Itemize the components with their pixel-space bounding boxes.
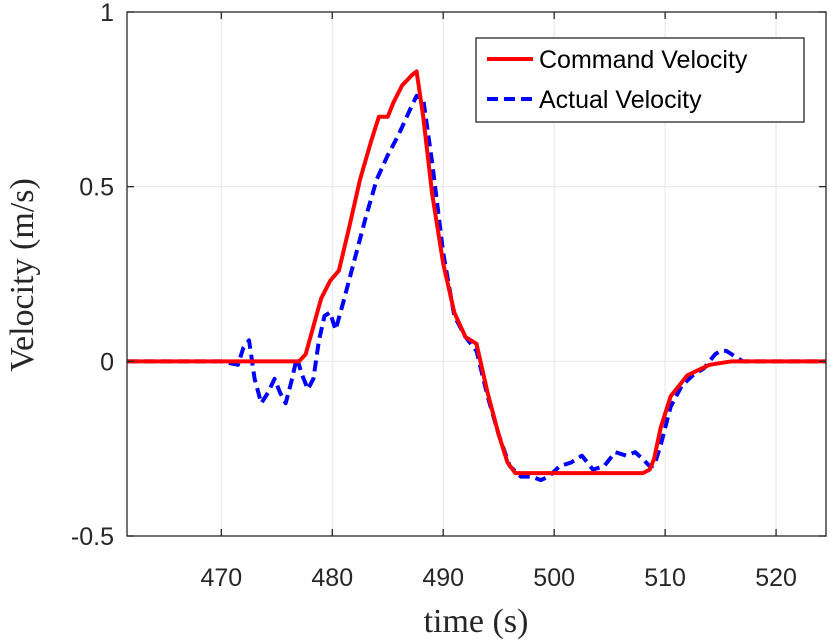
y-tick-label: -0.5 xyxy=(71,523,114,551)
command-velocity-line xyxy=(127,69,826,476)
legend-label-actual: Actual Velocity xyxy=(539,86,702,114)
x-tick-label: 480 xyxy=(311,564,353,592)
x-tick-label: 490 xyxy=(422,564,464,592)
plot-area-border xyxy=(126,11,827,537)
x-tick-label: 510 xyxy=(644,564,686,592)
y-tick-label: 0 xyxy=(100,348,114,376)
x-tick-label: 500 xyxy=(533,564,575,592)
x-axis-title: time (s) xyxy=(424,603,529,640)
tick-labels: 470 480 490 500 510 520 -0.5 0 0.5 1 xyxy=(71,0,797,592)
y-tick-label: 1 xyxy=(100,0,114,27)
legend-box xyxy=(475,37,805,123)
legend: Command Velocity Actual Velocity xyxy=(475,37,805,123)
x-tick-label: 470 xyxy=(200,564,242,592)
ticks xyxy=(127,11,826,537)
legend-label-command: Command Velocity xyxy=(539,46,748,74)
y-axis-title: Velocity (m/s) xyxy=(4,178,41,372)
x-tick-label: 520 xyxy=(755,564,797,592)
y-tick-label: 0.5 xyxy=(79,174,114,202)
series-layer xyxy=(127,69,826,483)
